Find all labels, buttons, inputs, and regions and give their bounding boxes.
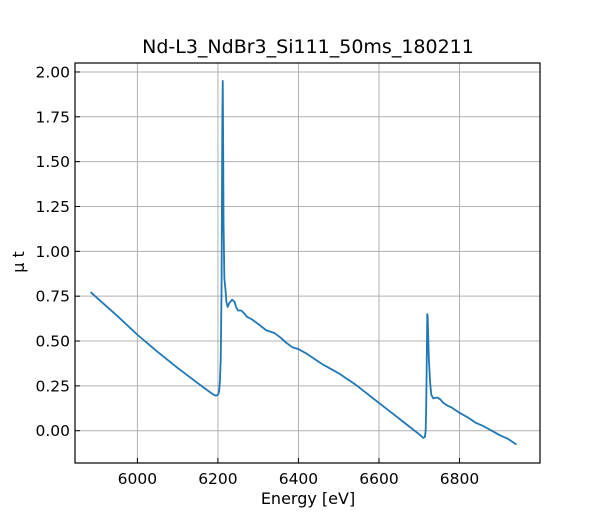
ticks: 6000 6200 6400 6600 6800 0.00 0.25 0.50 0.75 1.00… xyxy=(35,63,479,488)
y-tick-label: 2.00 xyxy=(35,63,70,81)
x-axis-label: Energy [eV] xyxy=(261,489,355,508)
y-tick-label: 0.75 xyxy=(35,288,70,306)
x-tick-label: 6400 xyxy=(279,470,318,488)
y-tick-label: 0.50 xyxy=(35,333,70,351)
y-tick-label: 1.75 xyxy=(35,108,70,126)
axes-frame xyxy=(74,62,541,464)
y-axis-label: μ t xyxy=(9,251,28,273)
plot-frame xyxy=(74,62,541,464)
y-tick-label: 1.00 xyxy=(35,243,70,261)
spectrum-line xyxy=(90,80,517,446)
x-tick-label: 6800 xyxy=(440,470,479,488)
grid xyxy=(75,63,540,463)
x-tick-label: 6000 xyxy=(118,470,157,488)
x-tick-label: 6600 xyxy=(359,470,398,488)
x-tick-label: 6200 xyxy=(198,470,237,488)
y-tick-label: 0.25 xyxy=(35,377,70,395)
y-tick-label: 1.25 xyxy=(35,198,70,216)
y-tick-label: 1.50 xyxy=(35,153,70,171)
series-layer xyxy=(90,80,517,446)
y-tick-label: 0.00 xyxy=(35,422,70,440)
chart-title: Nd-L3_NdBr3_Si111_50ms_180211 xyxy=(142,36,474,58)
